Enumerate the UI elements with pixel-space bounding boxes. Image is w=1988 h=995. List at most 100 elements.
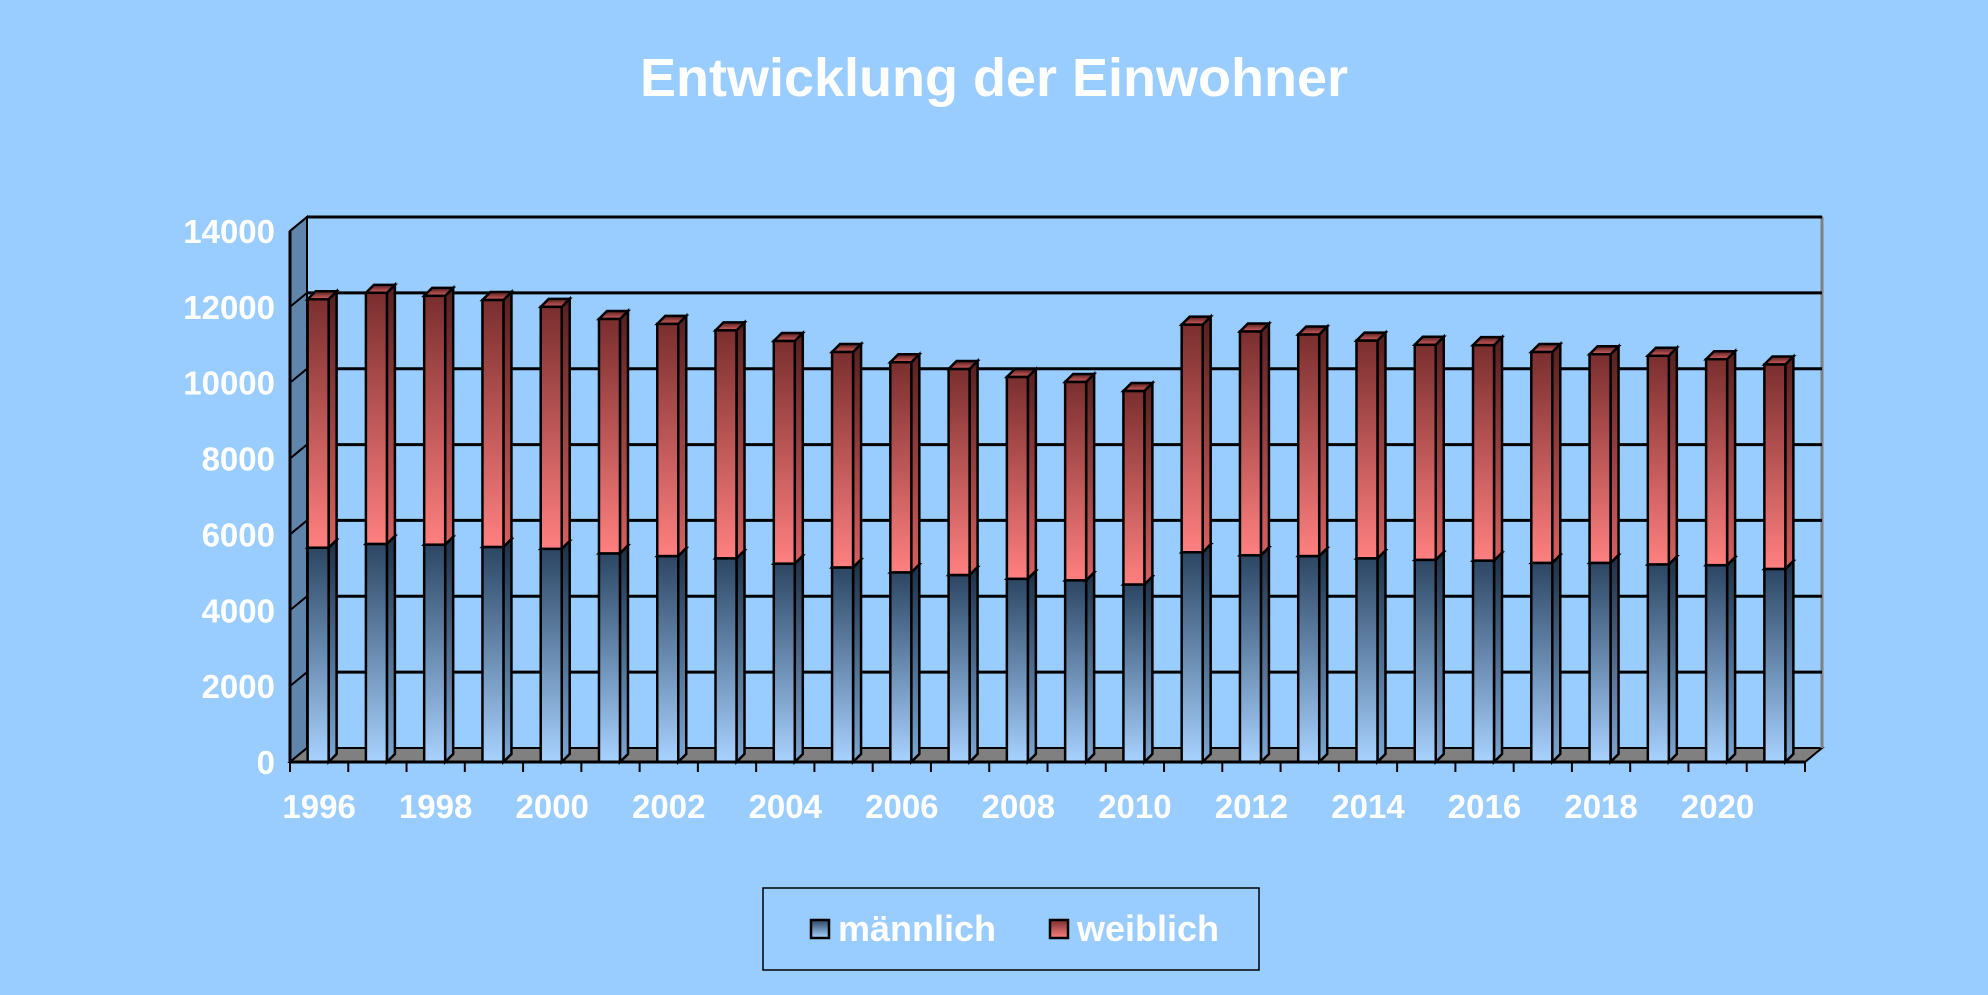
bar-maennlich bbox=[712, 547, 748, 766]
bar-maennlich-front bbox=[1296, 554, 1321, 764]
bar-weiblich-front bbox=[1005, 375, 1030, 581]
bar-weiblich-front bbox=[1646, 354, 1671, 566]
bar-maennlich-front bbox=[1704, 563, 1729, 764]
bar-weiblich bbox=[712, 319, 748, 562]
bar-maennlich bbox=[1062, 569, 1098, 766]
bar-weiblich-front bbox=[1471, 343, 1496, 562]
bar-maennlich bbox=[945, 563, 981, 766]
bar-weiblich-front bbox=[1355, 339, 1379, 560]
bar-weiblich-front bbox=[656, 322, 680, 558]
bar-weiblich bbox=[1062, 370, 1098, 584]
x-tick-label: 2018 bbox=[1564, 788, 1637, 825]
x-tick-label: 2020 bbox=[1681, 788, 1754, 825]
y-tick-label: 0 bbox=[257, 744, 275, 781]
bar-weiblich bbox=[595, 307, 631, 557]
bar-weiblich bbox=[1236, 320, 1272, 559]
bar-weiblich-front bbox=[1122, 389, 1146, 586]
bar-weiblich-front bbox=[539, 305, 563, 551]
bar-weiblich-front bbox=[422, 294, 447, 546]
bar-series bbox=[304, 281, 1797, 766]
bar-maennlich-front bbox=[306, 546, 330, 764]
legend-box bbox=[762, 887, 1260, 971]
bar-weiblich-front bbox=[889, 360, 913, 574]
bar-weiblich bbox=[537, 295, 573, 552]
bar-maennlich-front bbox=[1471, 559, 1496, 764]
bar-maennlich-front bbox=[364, 542, 389, 764]
bar-maennlich bbox=[479, 535, 515, 766]
bar-weiblich bbox=[1003, 366, 1039, 582]
bar-maennlich bbox=[1586, 551, 1622, 766]
x-tick-label: 2002 bbox=[632, 788, 705, 825]
bar-maennlich bbox=[1003, 567, 1039, 766]
x-tick-label: 1996 bbox=[282, 788, 355, 825]
bar-weiblich bbox=[829, 340, 865, 571]
bar-maennlich-front bbox=[1355, 557, 1379, 764]
bar-weiblich-front bbox=[1763, 363, 1787, 571]
bar-weiblich-front bbox=[1180, 323, 1204, 554]
bar-weiblich-front bbox=[1296, 333, 1321, 558]
bar-weiblich-front bbox=[1530, 350, 1554, 565]
legend-label-weiblich: weiblich bbox=[1076, 908, 1219, 949]
bar-weiblich-front bbox=[1238, 330, 1263, 557]
bar-maennlich bbox=[1178, 541, 1214, 766]
x-axis-ticks: 1996 1998 2000 2002 2004 2006 2008 2010 2012 2014… bbox=[282, 762, 1806, 825]
bar-weiblich bbox=[1528, 340, 1564, 566]
bar-maennlich bbox=[654, 545, 690, 766]
gridline-side bbox=[289, 216, 308, 232]
bar-maennlich bbox=[304, 536, 340, 766]
x-tick-label: 2014 bbox=[1331, 788, 1405, 825]
bar-weiblich-front bbox=[597, 317, 622, 555]
bar-maennlich bbox=[1761, 557, 1797, 766]
bar-maennlich bbox=[537, 537, 573, 766]
bar-weiblich-front bbox=[481, 298, 505, 549]
bar-weiblich-front bbox=[772, 339, 797, 565]
gridline-side bbox=[289, 367, 308, 384]
legend: männlich weiblich bbox=[762, 887, 1260, 971]
bar-weiblich-front bbox=[947, 367, 971, 577]
bar-weiblich-front bbox=[1413, 343, 1437, 562]
bar-maennlich bbox=[595, 542, 631, 766]
chart-title: Entwicklung der Einwohner bbox=[640, 48, 1348, 108]
bar-weiblich bbox=[945, 358, 981, 579]
bar-weiblich bbox=[1703, 348, 1739, 569]
bar-maennlich bbox=[1120, 573, 1156, 766]
bar-weiblich bbox=[1586, 343, 1622, 566]
bar-weiblich bbox=[1178, 313, 1214, 556]
bar-maennlich-front bbox=[1005, 577, 1030, 764]
legend-item-maennlich: männlich bbox=[809, 908, 996, 949]
bar-weiblich bbox=[1761, 353, 1797, 572]
x-tick-label: 2016 bbox=[1448, 788, 1521, 825]
bar-maennlich-front bbox=[1063, 579, 1088, 764]
bar-weiblich-front bbox=[1588, 353, 1612, 565]
bar-maennlich-front bbox=[830, 566, 855, 764]
legend-swatch-maennlich bbox=[809, 918, 831, 940]
bar-weiblich bbox=[1353, 329, 1389, 562]
bar-weiblich-front bbox=[714, 329, 738, 560]
gridline-side bbox=[289, 443, 308, 460]
bar-maennlich bbox=[829, 556, 865, 766]
bar-maennlich bbox=[1295, 545, 1331, 766]
bar-maennlich-front bbox=[1530, 561, 1554, 764]
legend-swatch-weiblich bbox=[1048, 918, 1070, 940]
bar-maennlich-front bbox=[1122, 583, 1146, 764]
bar-weiblich bbox=[1411, 333, 1447, 563]
y-tick-label: 8000 bbox=[202, 441, 275, 478]
gridline-side bbox=[289, 292, 308, 308]
x-tick-label: 2008 bbox=[982, 788, 1055, 825]
x-tick-label: 2000 bbox=[516, 788, 589, 825]
bar-maennlich bbox=[1644, 553, 1680, 766]
y-axis-ticks: 0 2000 4000 6000 8000 10000 12000 14000 bbox=[183, 213, 275, 781]
y-tick-label: 2000 bbox=[202, 668, 275, 705]
bar-maennlich-front bbox=[597, 552, 622, 764]
bar-maennlich bbox=[421, 533, 457, 766]
y-tick-label: 10000 bbox=[183, 365, 275, 402]
bar-maennlich bbox=[1353, 547, 1389, 766]
y-tick-label: 6000 bbox=[202, 516, 275, 553]
bar-maennlich-front bbox=[714, 557, 738, 764]
bar-maennlich-front bbox=[1413, 558, 1437, 764]
bar-maennlich-front bbox=[481, 545, 505, 764]
bar-maennlich bbox=[1703, 554, 1739, 766]
bar-maennlich-front bbox=[1646, 563, 1671, 764]
gridline-side bbox=[289, 671, 308, 687]
